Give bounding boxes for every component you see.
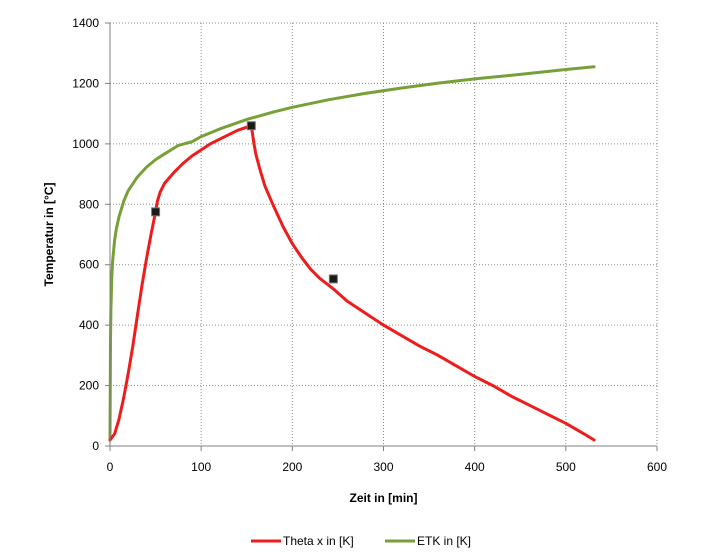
x-tick-label: 200 [282,460,302,474]
data-marker [328,274,338,284]
axes [105,22,658,451]
series-line-0 [108,124,596,442]
legend-label-etk: ETK in [K] [417,534,471,548]
x-tick-label: 300 [373,460,393,474]
y-axis-title: Temperatur in [°C] [42,183,56,287]
x-tick-label: 100 [191,460,211,474]
y-tick-label: 400 [79,318,99,332]
data-marker [151,207,161,217]
x-tick-label: 400 [465,460,485,474]
y-tick-label: 1400 [72,16,99,30]
marker-layer [151,121,338,284]
legend-label-theta: Theta x in [K] [283,534,354,548]
y-tick-label: 200 [79,379,99,393]
grid [110,22,658,446]
y-tick-label: 0 [92,439,99,453]
tick-labels: 0 200 400 600 800 1000 1200 1400 0 100 200 300 400 50… [72,16,667,474]
x-tick-label: 500 [556,460,576,474]
y-tick-label: 600 [79,258,99,272]
series-line-1 [108,65,596,442]
data-marker [246,121,256,131]
x-axis-title: Zeit in [min] [350,491,418,505]
y-tick-label: 800 [79,197,99,211]
x-tick-label: 600 [647,460,667,474]
y-tick-label: 1200 [72,76,99,90]
legend: Theta x in [K] ETK in [K] [251,534,471,548]
series-layer [108,65,596,442]
x-tick-label: 0 [107,460,114,474]
y-tick-label: 1000 [72,137,99,151]
